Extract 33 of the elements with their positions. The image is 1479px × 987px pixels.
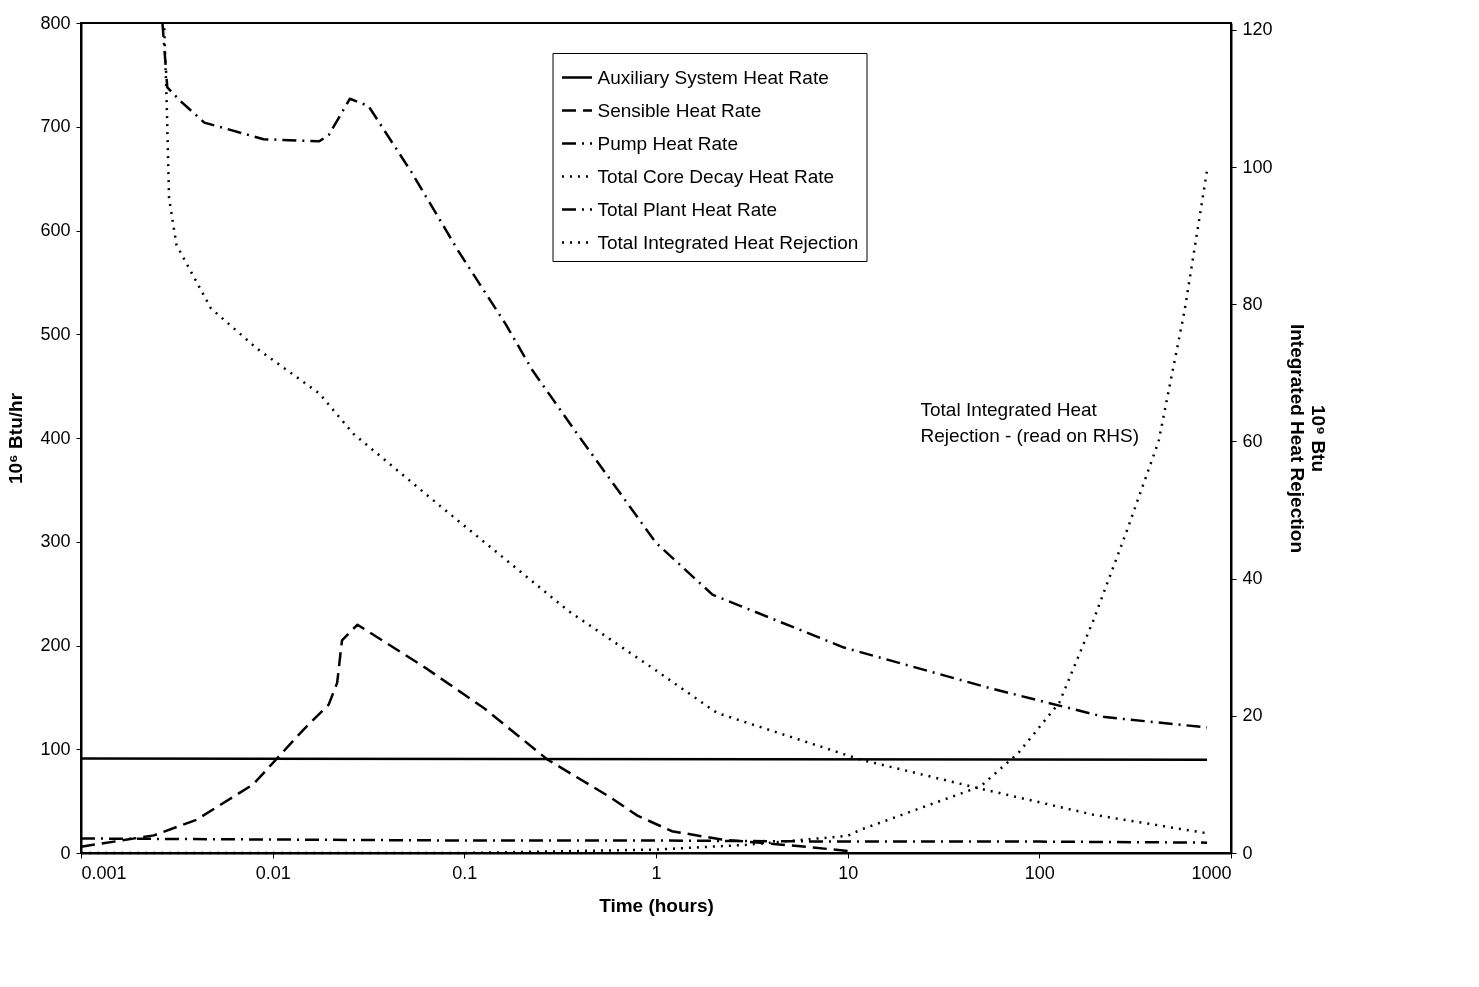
y2-tick-label: 120 <box>1242 19 1273 40</box>
y2-tick-label: 40 <box>1242 568 1263 589</box>
legend-label: Auxiliary System Heat Rate <box>597 66 829 88</box>
x-tick-label: 10 <box>838 862 859 883</box>
x-tick-label: 0.001 <box>81 862 127 883</box>
y-tick-label: 0 <box>60 842 71 863</box>
y2-tick-label: 0 <box>1242 842 1253 863</box>
x-tick-label: 0.01 <box>255 862 291 883</box>
y2-tick-label: 80 <box>1242 293 1263 314</box>
legend-label: Total Plant Heat Rate <box>597 198 778 220</box>
legend-label: Total Core Decay Heat Rate <box>597 165 835 187</box>
y2-tick-label: 60 <box>1242 430 1263 451</box>
y-tick-label: 800 <box>40 12 71 33</box>
y2-axis-title: 10⁹ Btu Integrated Heat Rejection <box>1286 323 1329 554</box>
y-axis-title: 10⁶ Btu/hr <box>5 392 27 485</box>
y-tick-label: 700 <box>40 116 71 137</box>
y-tick-label: 600 <box>40 220 71 240</box>
legend-label: Pump Heat Rate <box>597 132 738 154</box>
y-tick-label: 200 <box>40 635 71 655</box>
x-tick-label: 1 <box>651 862 662 883</box>
y-tick-label: 400 <box>40 427 71 448</box>
y-tick-label: 300 <box>40 531 71 552</box>
annotation: Total Integrated Heat Rejection - (read on RHS) <box>920 398 1140 446</box>
y-tick-label: 500 <box>40 323 71 344</box>
y2-tick-label: 20 <box>1242 705 1263 726</box>
x-tick-label: 100 <box>1024 862 1055 883</box>
y-tick-label: 100 <box>40 738 71 759</box>
x-axis-title: Time (hours) <box>599 894 714 916</box>
legend-label: Total Integrated Heat Rejection <box>597 231 859 253</box>
y2-tick-label: 100 <box>1242 156 1273 177</box>
x-tick-label: 1000 <box>1191 862 1232 883</box>
x-tick-label: 0.1 <box>452 862 478 883</box>
legend-label: Sensible Heat Rate <box>597 99 762 121</box>
